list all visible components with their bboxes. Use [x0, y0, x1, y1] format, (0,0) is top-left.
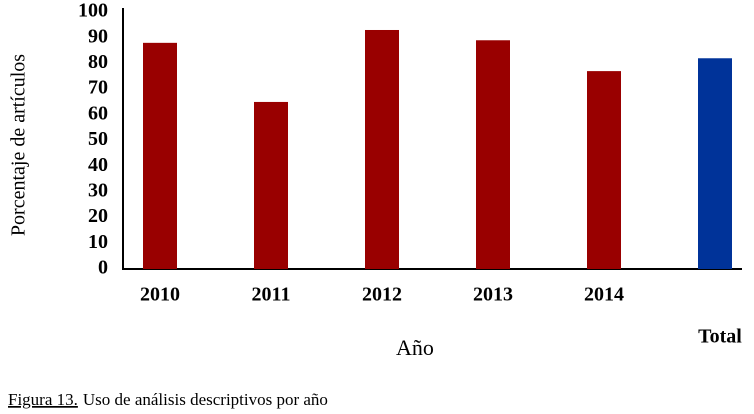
y-tick-label: 30 [88, 179, 108, 201]
caption: Figura 13. Uso de análisis descriptivos p… [8, 390, 328, 409]
y-axis-label: Porcentaje de artículos [8, 54, 30, 236]
bar [476, 40, 510, 269]
y-tick-label: 60 [88, 102, 108, 124]
y-tick-label: 100 [78, 0, 108, 22]
y-tick-label: 50 [88, 128, 108, 150]
bar [254, 101, 288, 269]
caption-text: Uso de análisis descriptivos por año [83, 390, 328, 409]
y-tick-label: 20 [88, 205, 108, 227]
bar [143, 42, 177, 270]
y-tick-label: 80 [88, 51, 108, 73]
x-tick-label: 2013 [473, 284, 513, 306]
x-tick-label: 2011 [252, 284, 291, 306]
x-tick-label: 2010 [140, 284, 180, 306]
y-tick-label: 0 [98, 257, 108, 279]
y-tick-label: 40 [88, 154, 108, 176]
x-tick-label: 2012 [362, 284, 402, 306]
bar [698, 58, 732, 270]
bar [365, 29, 399, 269]
caption-label: Figura 13. [8, 390, 78, 409]
y-tick-label: 10 [88, 231, 108, 253]
y-tick-label: 70 [88, 77, 108, 99]
x-tick-label: Total [698, 326, 742, 348]
x-axis-label: Año [396, 335, 434, 360]
y-tick-label: 90 [88, 25, 108, 47]
bar [587, 71, 621, 269]
x-tick-label: 2014 [584, 284, 624, 306]
